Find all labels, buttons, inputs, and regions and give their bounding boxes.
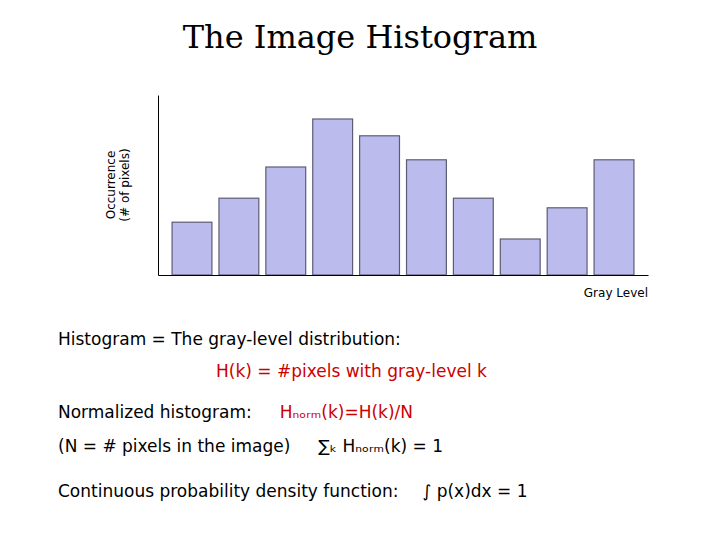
- annotation: Histogram = The gray-level distribution:: [58, 329, 401, 349]
- bar: [500, 239, 540, 275]
- annotation: H(k) = #pixels with gray-level k: [216, 361, 487, 381]
- y-axis-label: Occurrence(# of pixels): [104, 148, 132, 221]
- annotation: ∫ p(x)dx = 1: [422, 481, 527, 501]
- bar: [266, 167, 306, 275]
- annotation: (N = # pixels in the image): [58, 436, 290, 456]
- axis-line: [158, 96, 159, 276]
- bars: [172, 119, 634, 275]
- annotations: Histogram = The gray-level distribution:…: [58, 329, 528, 501]
- axis-line: [159, 275, 649, 276]
- annotation: Continuous probability density function:: [58, 481, 398, 501]
- bar: [219, 198, 259, 275]
- plot: [159, 96, 649, 276]
- bar: [547, 208, 587, 275]
- bar: [360, 136, 400, 275]
- bar: [453, 198, 493, 275]
- chart: The Image Histogram Occurrence(# of pixel…: [0, 0, 720, 540]
- x-axis: [159, 275, 649, 276]
- y-axis: [158, 96, 159, 276]
- bar: [407, 160, 447, 275]
- annotation: Hₙₒᵣₘ(k)=H(k)/N: [280, 402, 413, 422]
- title: The Image Histogram: [183, 18, 538, 56]
- bar: [313, 119, 353, 275]
- annotation: ∑ₖ Hₙₒᵣₘ(k) = 1: [318, 436, 443, 456]
- bar: [594, 160, 634, 275]
- annotation: Normalized histogram:: [58, 402, 252, 422]
- bar: [172, 222, 212, 275]
- x-axis-label: Gray Level: [584, 286, 648, 300]
